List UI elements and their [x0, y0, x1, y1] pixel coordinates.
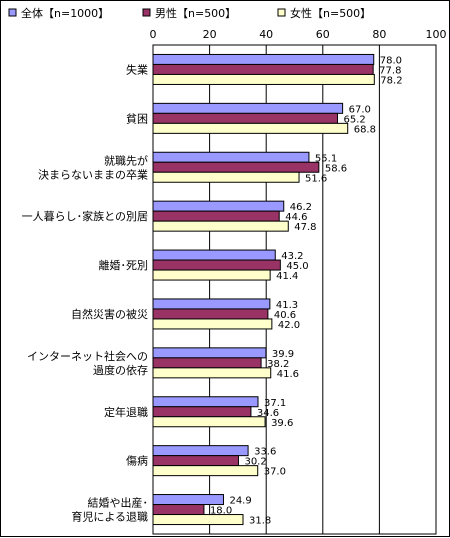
bar [152, 53, 375, 65]
data-label: 42.0 [278, 320, 300, 331]
data-label: 68.8 [354, 124, 376, 135]
data-label: 41.6 [277, 369, 299, 380]
data-label: 58.6 [325, 163, 347, 174]
data-label: 24.9 [229, 496, 251, 507]
plot-area-border [152, 44, 437, 535]
category-label: 就職先が [104, 153, 148, 167]
data-label: 33.6 [254, 447, 276, 458]
data-label: 39.6 [271, 418, 293, 429]
x-tick-label: 0 [150, 28, 157, 41]
bar [152, 161, 320, 173]
bar [152, 63, 374, 75]
category-label: 傷病 [126, 454, 148, 468]
bar [152, 416, 266, 428]
data-label: 37.1 [264, 398, 286, 409]
bar [152, 504, 205, 516]
data-label: 45.0 [286, 261, 308, 272]
data-label: 38.2 [267, 359, 289, 370]
x-tick-label: 60 [316, 28, 330, 41]
legend: 全体【n=1000】 男性【n=500】 女性【n=500】 [8, 6, 371, 20]
data-label: 30.2 [244, 457, 266, 468]
bar [152, 396, 259, 408]
data-label: 77.8 [379, 65, 401, 76]
data-label: 40.6 [274, 310, 296, 321]
data-label: 51.6 [305, 173, 327, 184]
bar [152, 465, 259, 477]
bar [152, 210, 280, 222]
category-label: 一人暮らし･家族との別居 [22, 209, 148, 223]
data-label: 55.1 [315, 153, 337, 164]
category-label: 貧困 [126, 112, 148, 125]
category-label: 結婚や出産･ [88, 496, 149, 510]
data-label: 43.2 [281, 251, 303, 262]
x-axis-ticks: 0 20 40 60 80 100 [150, 28, 447, 41]
bar [152, 347, 267, 359]
data-label: 78.2 [380, 75, 402, 86]
data-label: 67.0 [349, 104, 371, 115]
category-label: 離婚･死別 [99, 258, 149, 272]
category-labels: 失業貧困就職先が決まらないままの卒業一人暮らし･家族との別居離婚･死別自然災害の… [22, 63, 148, 523]
data-label: 34.6 [257, 408, 279, 419]
data-label: 65.2 [344, 114, 366, 125]
bar [152, 455, 239, 467]
legend-swatch [8, 8, 17, 17]
data-label: 31.8 [249, 516, 271, 527]
bar [152, 445, 249, 457]
bar [152, 357, 262, 369]
x-tick-label: 80 [372, 28, 386, 41]
x-tick-label: 20 [203, 28, 217, 41]
bar [152, 220, 289, 232]
bar [152, 171, 300, 183]
legend-swatch [142, 8, 151, 17]
bar [152, 269, 271, 281]
data-label: 41.4 [276, 271, 298, 282]
bar [152, 367, 272, 379]
data-label: 78.0 [380, 55, 402, 66]
bar [152, 406, 252, 418]
x-tick-label: 40 [259, 28, 273, 41]
legend-label: 男性【n=500】 [155, 6, 236, 20]
category-label: 育児による退職 [71, 510, 148, 524]
bar [152, 259, 281, 271]
legend-label: 女性【n=500】 [290, 6, 371, 20]
category-label: 決まらないままの卒業 [38, 167, 148, 181]
data-label: 37.0 [264, 467, 286, 478]
bar [152, 151, 310, 163]
category-label: 過度の依存 [93, 363, 148, 377]
bar [152, 102, 344, 114]
data-label: 44.6 [285, 212, 307, 223]
bar [152, 200, 285, 212]
data-label: 39.9 [272, 349, 294, 360]
data-label: 41.3 [276, 300, 298, 311]
bar [152, 494, 224, 506]
bar [152, 298, 271, 310]
bar [152, 249, 276, 261]
data-labels: 78.077.878.2 67.065.268.8 55.158.651.6 46.2… [210, 55, 403, 526]
category-label: 失業 [126, 63, 148, 76]
category-label: 定年退職 [104, 405, 148, 419]
x-tick-label: 100 [426, 28, 447, 41]
data-label: 47.8 [294, 222, 316, 233]
bar [152, 112, 339, 124]
category-label: 自然災害の被災 [71, 307, 148, 321]
legend-swatch [277, 8, 286, 17]
bar [152, 73, 375, 85]
bar [152, 318, 273, 330]
legend-label: 全体【n=1000】 [21, 6, 109, 20]
category-label: インターネット社会への [27, 349, 148, 363]
data-label: 18.0 [210, 506, 232, 517]
bar [152, 122, 349, 134]
data-label: 46.2 [290, 202, 312, 213]
bar [152, 308, 269, 320]
